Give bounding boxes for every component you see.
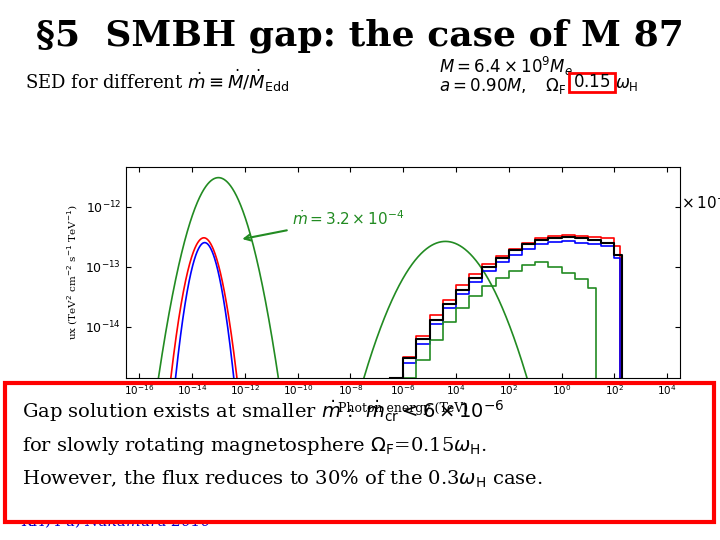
Text: §5  SMBH gap: the case of M 87: §5 SMBH gap: the case of M 87	[36, 19, 684, 53]
Text: $\dot{m} = 3.2\times10^{-4}$: $\dot{m} = 3.2\times10^{-4}$	[245, 209, 405, 240]
Text: for slowly rotating magnetosphere $\Omega_{\rm F}$=0.15$\omega_{\rm H}$.: for slowly rotating magnetosphere $\Omeg…	[22, 435, 487, 457]
X-axis label: Photon energy (TeV): Photon energy (TeV)	[338, 402, 468, 415]
Text: However, the flux reduces to 30% of the 0.3$\omega_{\rm H}$ case.: However, the flux reduces to 30% of the …	[22, 469, 542, 490]
Text: Gap solution exists at smaller $\dot{m}$ :  $\dot{m}_{\rm cr} < 6\times10^{-6}$: Gap solution exists at smaller $\dot{m}$…	[22, 399, 504, 424]
Text: $M = 6.4\times10^{9}M_{e}$: $M = 6.4\times10^{9}M_{e}$	[439, 55, 573, 78]
Text: $\omega_{\rm H}$: $\omega_{\rm H}$	[615, 76, 639, 92]
Text: KH, Pu, Nakamura 2010: KH, Pu, Nakamura 2010	[22, 514, 212, 528]
Text: SED for different $\dot{m} \equiv \dot{M} / \dot{M}_{\rm Edd}$: SED for different $\dot{m} \equiv \dot{M…	[25, 68, 289, 94]
FancyBboxPatch shape	[5, 383, 714, 522]
Y-axis label: ux (TeV$^2$ cm$^{-2}$ s$^{-1}$ TeV$^{-1}$): ux (TeV$^2$ cm$^{-2}$ s$^{-1}$ TeV$^{-1}…	[65, 205, 80, 341]
Text: $0.15$: $0.15$	[573, 74, 611, 91]
FancyBboxPatch shape	[569, 73, 615, 92]
Text: $a = 0.90M,$   $\Omega_{\rm F} = $: $a = 0.90M,$ $\Omega_{\rm F} = $	[439, 76, 583, 96]
Text: $2.4\times10^{-6}$: $2.4\times10^{-6}$	[654, 193, 720, 212]
